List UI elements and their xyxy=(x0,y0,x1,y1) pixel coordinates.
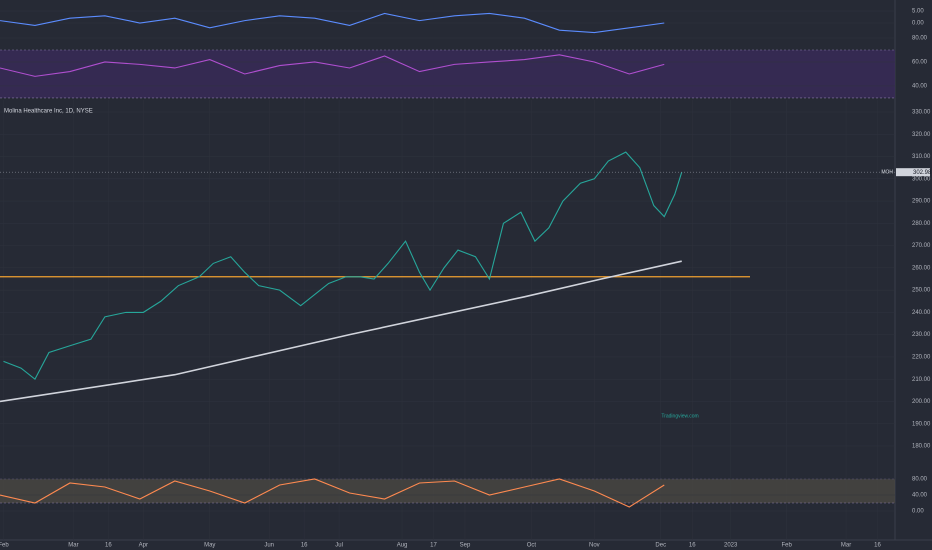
x-tick-label: Feb xyxy=(0,543,9,549)
y-tick-label: 0.00 xyxy=(912,509,924,515)
x-tick-label: 16 xyxy=(874,543,881,549)
y-tick-label: 240.00 xyxy=(912,310,931,316)
y-tick-label: 80.00 xyxy=(912,477,928,483)
band-fill xyxy=(0,49,895,98)
x-tick-label: 2023 xyxy=(724,543,738,549)
x-tick-label: Nov xyxy=(589,543,600,549)
price-tag-label: 302.98 xyxy=(913,170,932,176)
symbol-label: MOH xyxy=(881,170,893,176)
y-tick-label: 260.00 xyxy=(912,265,931,271)
y-tick-label: 310.00 xyxy=(912,154,931,160)
x-tick-label: Dec xyxy=(655,543,666,549)
y-tick-label: 200.00 xyxy=(912,399,931,405)
watermark: Tradingview.com xyxy=(661,413,698,419)
y-tick-label: 290.00 xyxy=(912,199,931,205)
y-tick-label: 230.00 xyxy=(912,332,931,338)
x-tick-label: Mar xyxy=(841,543,851,549)
x-tick-label: 17 xyxy=(430,543,437,549)
y-tick-label: 180.00 xyxy=(912,444,931,450)
x-tick-label: Jul xyxy=(335,543,343,549)
x-tick-label: Oct xyxy=(527,543,537,549)
x-tick-label: 16 xyxy=(689,543,696,549)
y-tick-label: 190.00 xyxy=(912,421,931,427)
x-tick-label: Apr xyxy=(139,543,148,549)
x-tick-label: Mar xyxy=(68,543,78,549)
x-tick-label: Sep xyxy=(460,543,471,549)
y-tick-label: 220.00 xyxy=(912,354,931,360)
band-fill xyxy=(0,479,895,503)
y-tick-label: 300.00 xyxy=(912,176,931,182)
series-line xyxy=(3,151,683,381)
y-tick-label: 5.00 xyxy=(912,9,924,15)
x-tick-label: 16 xyxy=(105,543,112,549)
x-tick-label: Aug xyxy=(397,543,408,549)
y-tick-label: 330.00 xyxy=(912,110,931,116)
series-line xyxy=(0,54,665,77)
y-tick-label: 270.00 xyxy=(912,243,931,249)
y-tick-label: 40.00 xyxy=(912,493,928,499)
y-tick-label: 80.00 xyxy=(912,36,928,42)
series-line xyxy=(0,260,682,403)
series-line xyxy=(0,12,665,34)
y-tick-label: 320.00 xyxy=(912,132,931,138)
x-tick-label: Feb xyxy=(781,543,792,549)
price-tag xyxy=(896,168,930,177)
y-tick-label: 210.00 xyxy=(912,377,931,383)
x-tick-label: 16 xyxy=(301,543,308,549)
y-tick-label: 40.00 xyxy=(912,84,928,90)
series-line xyxy=(0,478,665,508)
x-tick-label: May xyxy=(204,543,215,549)
y-tick-label: 60.00 xyxy=(912,60,928,66)
x-tick-label: Jun xyxy=(264,543,274,549)
y-tick-label: 0.00 xyxy=(912,21,924,27)
y-tick-label: 250.00 xyxy=(912,288,931,294)
chart-title: Molina Healthcare Inc, 1D, NYSE xyxy=(4,109,93,115)
y-tick-label: 280.00 xyxy=(912,221,931,227)
